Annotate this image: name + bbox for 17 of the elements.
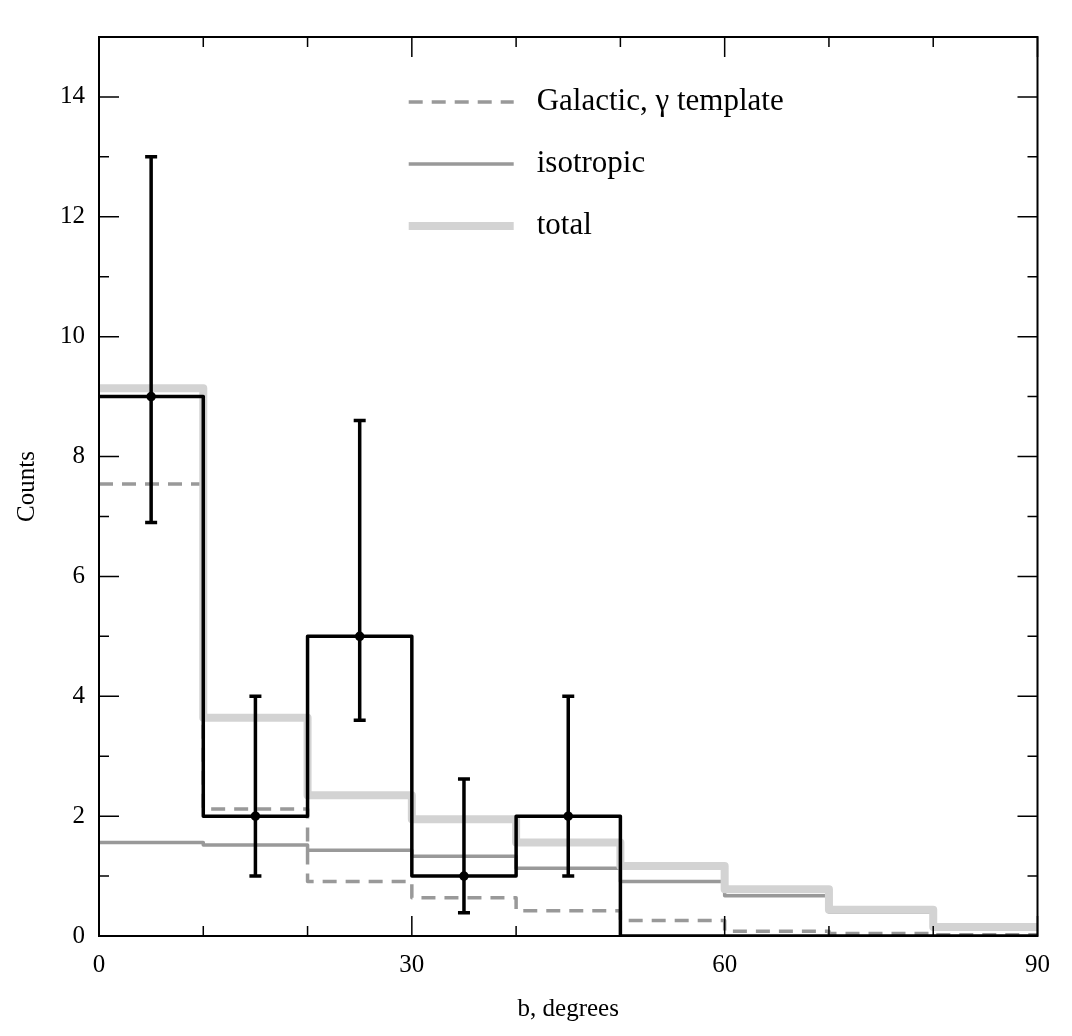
y-tick-label: 8 (72, 441, 85, 469)
y-tick-label: 4 (72, 680, 86, 708)
legend-label: Galactic, γ template (536, 82, 784, 118)
y-tick-label: 2 (72, 800, 85, 828)
x-tick-label: 90 (1025, 949, 1050, 977)
legend-label: total (536, 206, 592, 242)
x-tick-label: 0 (92, 949, 106, 977)
y-tick-label: 10 (60, 321, 85, 349)
y-tick-label: 14 (60, 81, 86, 109)
x-tick-label: 30 (399, 949, 425, 977)
legend-label: isotropic (536, 144, 646, 180)
y-tick-label: 12 (60, 201, 85, 229)
y-axis-title: Counts (11, 451, 39, 522)
x-axis-title: b, degrees (517, 993, 619, 1021)
y-tick-label: 0 (72, 920, 85, 948)
x-tick-label: 60 (712, 949, 738, 977)
y-tick-label: 6 (72, 560, 85, 588)
